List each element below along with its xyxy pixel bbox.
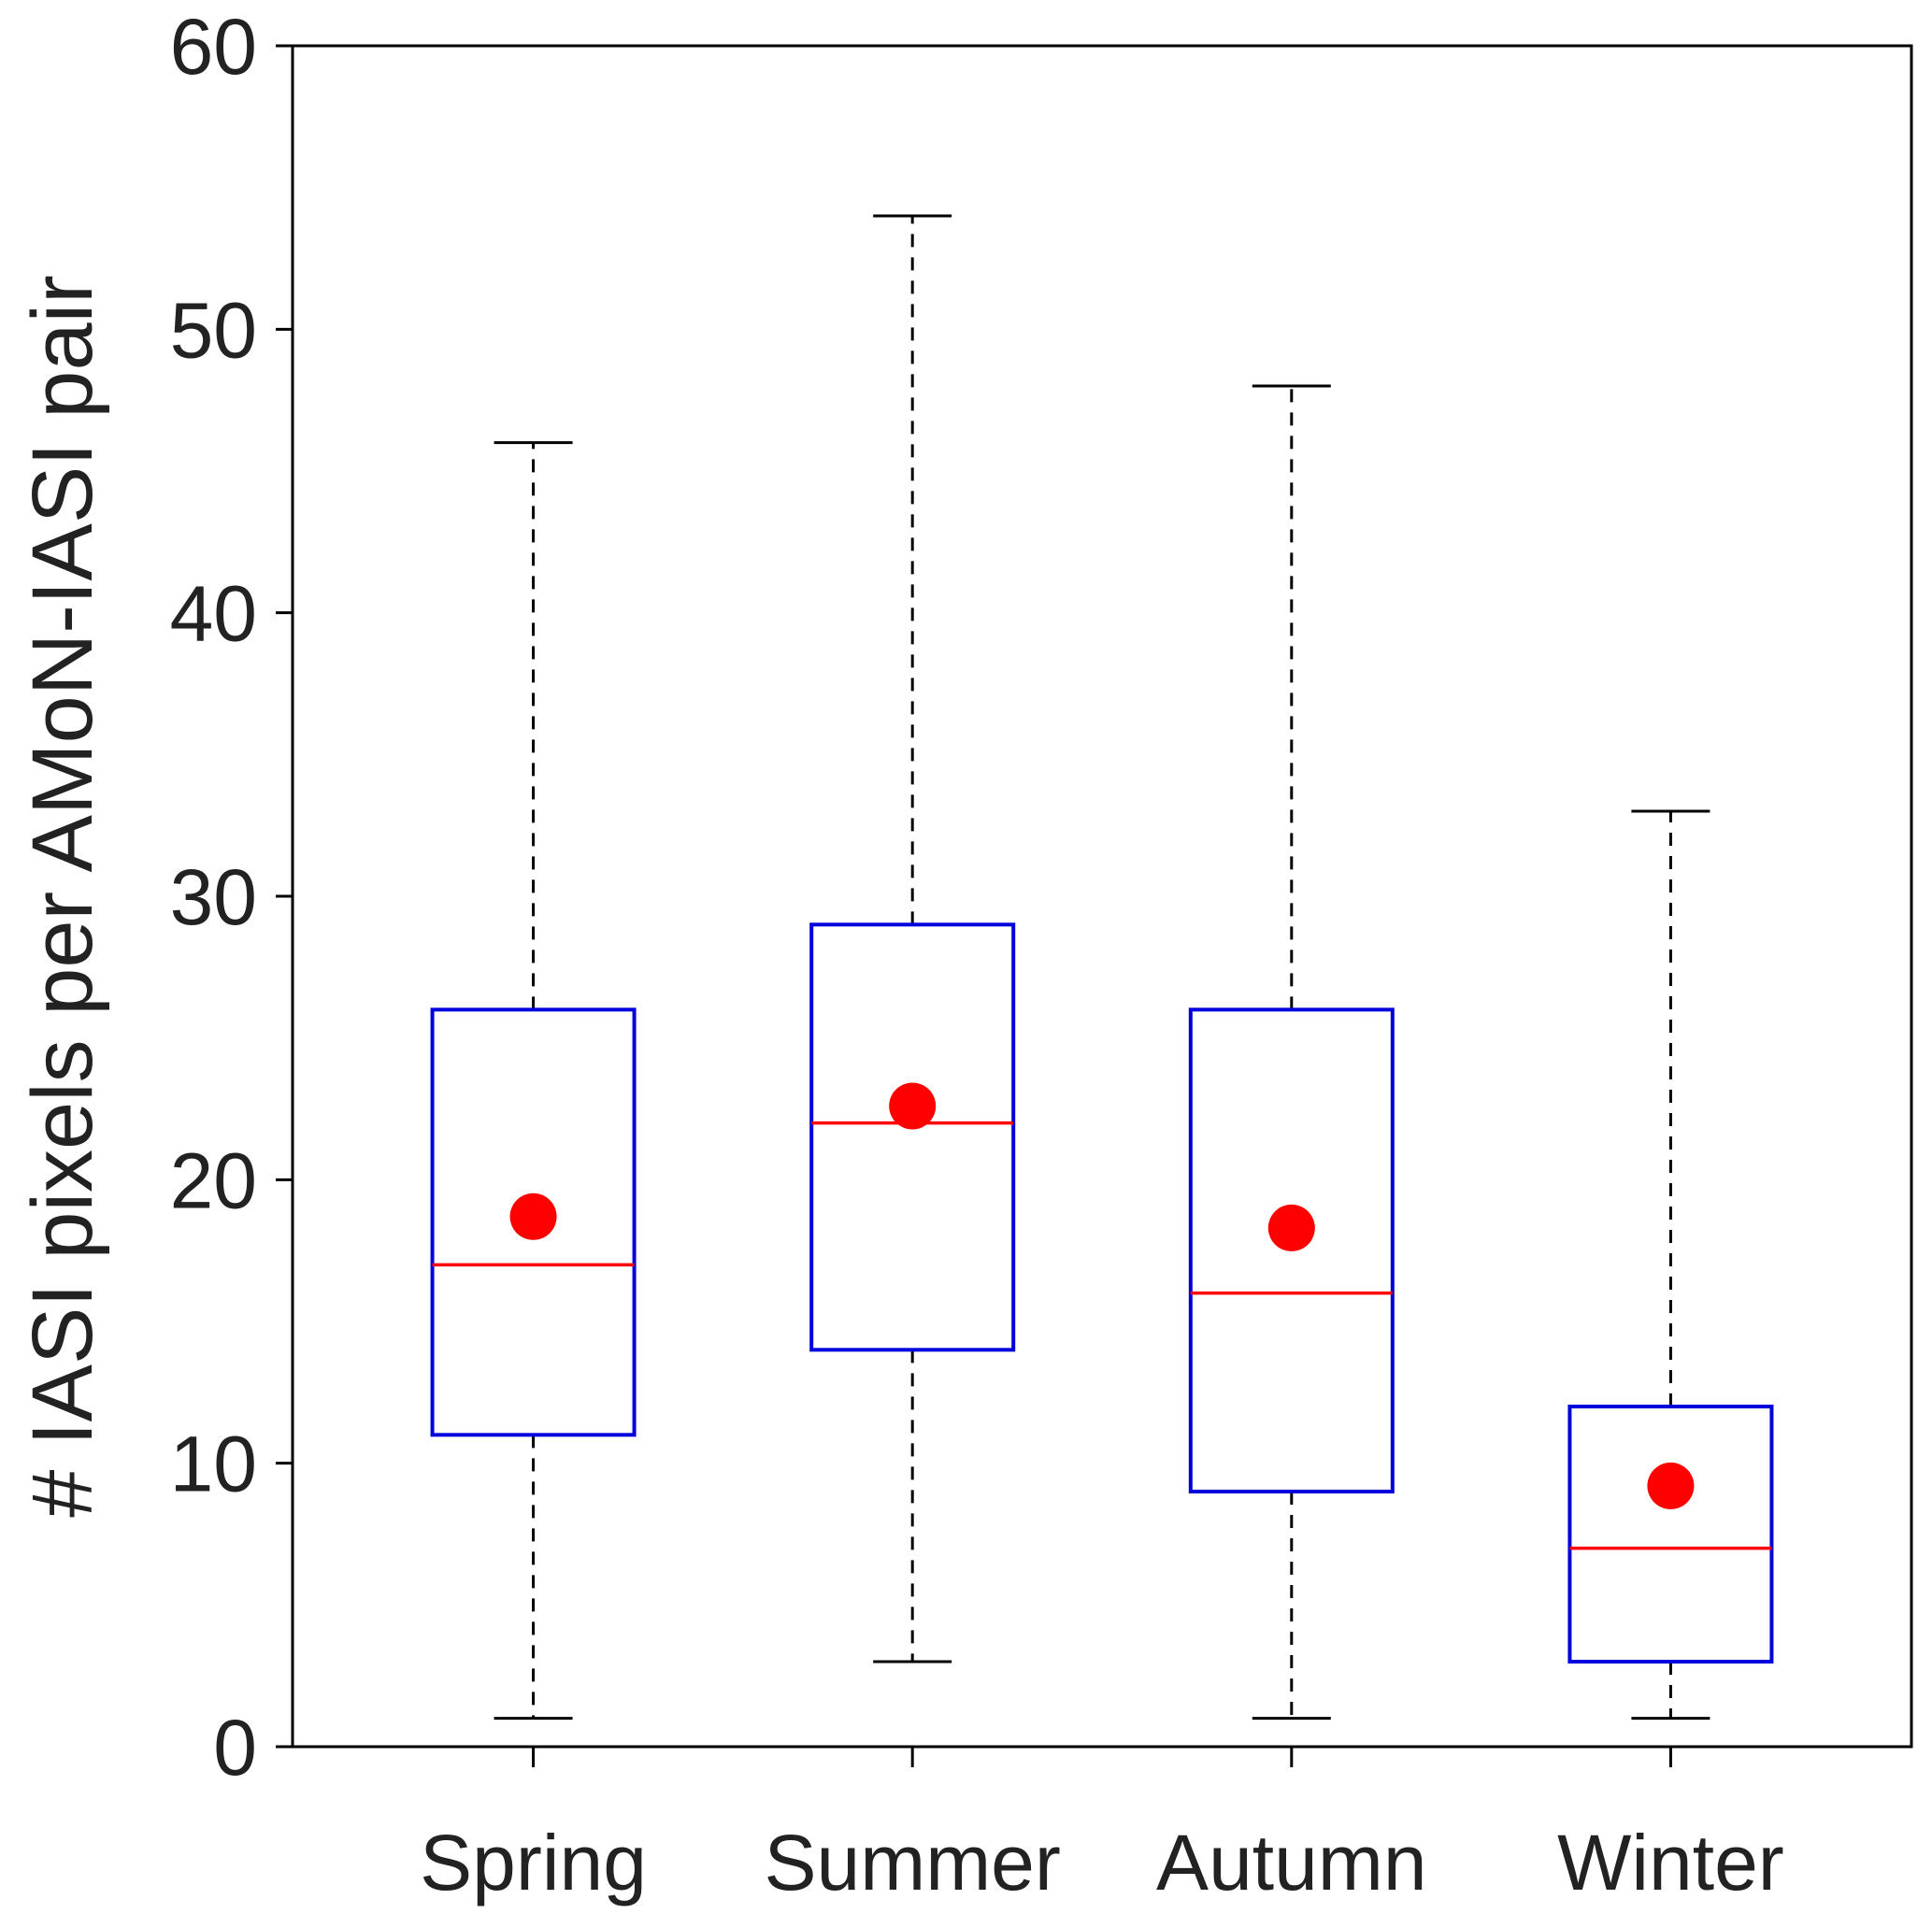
y-axis: 0 10 20 30 40 50 60 <box>170 3 293 1792</box>
box-autumn <box>1188 384 1395 1721</box>
iqr-box-summer <box>809 922 1016 1352</box>
x-tick-label-autumn: Autumn <box>1156 1819 1427 1907</box>
x-axis: Spring Summer Autumn Winter <box>420 1747 1784 1907</box>
mean-point-spring <box>509 1193 557 1240</box>
y-tick-label-0: 0 <box>213 1704 257 1792</box>
iqr-box-autumn <box>1188 1007 1395 1494</box>
y-tick-label-6: 60 <box>170 3 257 91</box>
boxes <box>430 214 1774 1721</box>
iqr-box-spring <box>430 1007 637 1437</box>
mean-point-winter <box>1647 1462 1695 1509</box>
mean-point-autumn <box>1267 1204 1315 1251</box>
y-axis-title: # IASI pixels per AMoN-IASI pair <box>15 275 110 1517</box>
x-tick-label-spring: Spring <box>420 1819 647 1907</box>
y-tick-label-5: 50 <box>170 286 257 374</box>
y-tick-label-1: 10 <box>170 1421 257 1508</box>
box-winter <box>1567 809 1774 1721</box>
mean-point-summer <box>889 1082 937 1130</box>
x-tick-label-summer: Summer <box>764 1819 1060 1907</box>
y-tick-label-4: 40 <box>170 570 257 658</box>
y-tick-label-2: 20 <box>170 1136 257 1224</box>
x-tick-label-winter: Winter <box>1557 1819 1784 1907</box>
iqr-box-winter <box>1567 1405 1774 1664</box>
y-tick-label-3: 30 <box>170 853 257 941</box>
box-spring <box>430 441 637 1721</box>
box-summer <box>809 214 1016 1664</box>
